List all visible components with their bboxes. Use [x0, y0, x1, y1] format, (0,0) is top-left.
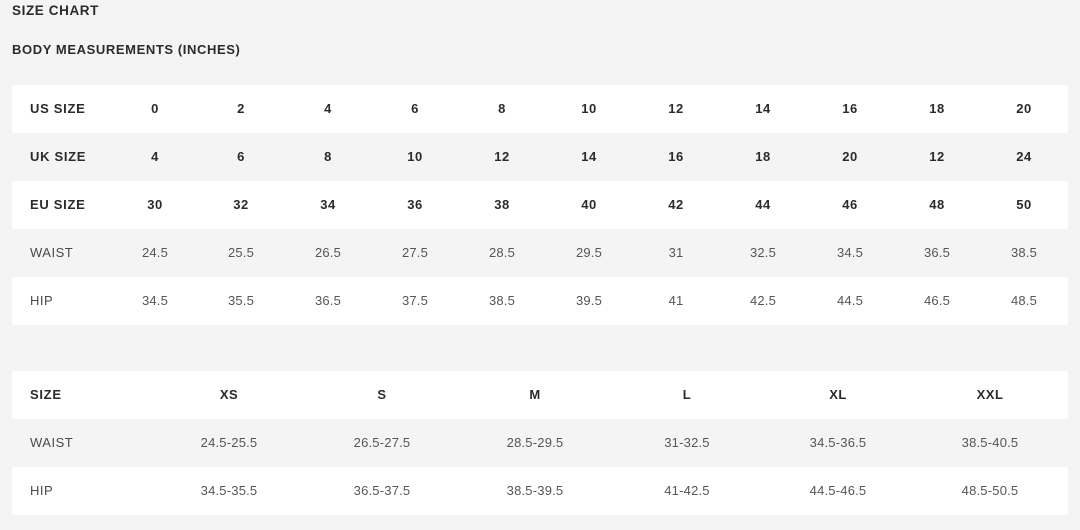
table-cell: 34.5 — [141, 293, 169, 308]
table-row: HIP 34.5-35.5 36.5-37.5 38.5-39.5 41-42.5 44.… — [12, 467, 1068, 515]
table-row: HIP 34.5 35.5 36.5 37.5 38.5 39.5 41 42.5 44.5 46.… — [12, 277, 1068, 325]
table-cell: 28.5-29.5 — [506, 435, 564, 450]
table-cell: 34 — [320, 197, 336, 212]
table-cell: 42.5 — [749, 293, 777, 308]
table-cell: 10 — [407, 149, 423, 164]
table-cell: 24.5 — [141, 245, 169, 260]
table-cell: 36 — [407, 197, 423, 212]
table-cell: XS — [219, 387, 239, 402]
table-cell: 44.5 — [836, 293, 864, 308]
table-cell: S — [377, 387, 387, 402]
table-cell: 4 — [151, 149, 159, 164]
table-row: UK SIZE 4 6 8 10 12 14 16 18 20 12 24 — [12, 133, 1068, 181]
table-cell: XXL — [976, 387, 1004, 402]
row-label: US SIZE — [30, 101, 86, 116]
table-body-measurements: US SIZE 0 2 4 6 8 10 12 14 16 18 20 UK SIZE 4 6 8 10 12 14… — [12, 85, 1068, 325]
table-cell: 36.5 — [923, 245, 951, 260]
table-cell: 16 — [842, 101, 858, 116]
table-cell: 12 — [668, 101, 684, 116]
row-label: EU SIZE — [30, 197, 86, 212]
table-cell: 30 — [147, 197, 163, 212]
table-cell: 8 — [498, 101, 506, 116]
table-cell: 38.5-40.5 — [961, 435, 1019, 450]
table-cell: 4 — [324, 101, 332, 116]
table-cell: 31-32.5 — [664, 435, 710, 450]
table-cell: 36.5-37.5 — [353, 483, 411, 498]
table-cell: 38.5 — [1010, 245, 1038, 260]
table-cell: 8 — [324, 149, 332, 164]
row-label: HIP — [30, 293, 54, 308]
table-cell: 36.5 — [314, 293, 342, 308]
table-cell: 6 — [411, 101, 419, 116]
table-row: US SIZE 0 2 4 6 8 10 12 14 16 18 20 — [12, 85, 1068, 133]
table-cell: 18 — [755, 149, 771, 164]
table-cell: 37.5 — [401, 293, 429, 308]
table-cell: 24 — [1016, 149, 1032, 164]
table-cell: 40 — [581, 197, 597, 212]
table-cell: 44.5-46.5 — [809, 483, 867, 498]
table-cell: L — [682, 387, 692, 402]
table-cell: 34.5-36.5 — [809, 435, 867, 450]
table-cell: 10 — [581, 101, 597, 116]
table-row: WAIST 24.5 25.5 26.5 27.5 28.5 29.5 31 32.5 34.5 3… — [12, 229, 1068, 277]
table-cell: 48.5-50.5 — [961, 483, 1019, 498]
row-label: WAIST — [30, 245, 74, 260]
page-title: SIZE CHART — [12, 3, 99, 18]
row-label: UK SIZE — [30, 149, 87, 164]
table-cell: 48.5 — [1010, 293, 1038, 308]
table-row: SIZE XS S M L XL XXL — [12, 371, 1068, 419]
table-cell: 46.5 — [923, 293, 951, 308]
table-cell: 44 — [755, 197, 771, 212]
table-cell: 26.5-27.5 — [353, 435, 411, 450]
table-cell: 14 — [581, 149, 597, 164]
table-cell: 35.5 — [227, 293, 255, 308]
table-cell: 25.5 — [227, 245, 255, 260]
table-row: WAIST 24.5-25.5 26.5-27.5 28.5-29.5 31-32.5 3… — [12, 419, 1068, 467]
table-cell: 20 — [842, 149, 858, 164]
table-letter-sizes: SIZE XS S M L XL XXL WAIST 24.5-25.5 26.5-27.5 28.… — [12, 371, 1068, 515]
table-cell: 16 — [668, 149, 684, 164]
table-cell: 28.5 — [488, 245, 516, 260]
table-cell: 32.5 — [749, 245, 777, 260]
row-label: WAIST — [30, 435, 74, 450]
table-cell: 20 — [1016, 101, 1032, 116]
table-cell: 29.5 — [575, 245, 603, 260]
table-cell: 2 — [237, 101, 245, 116]
table-cell: 46 — [842, 197, 858, 212]
table-cell: 38 — [494, 197, 510, 212]
table-cell: 34.5-35.5 — [200, 483, 258, 498]
table-cell: 50 — [1016, 197, 1032, 212]
table-cell: 12 — [929, 149, 945, 164]
table-row: EU SIZE 30 32 34 36 38 40 42 44 46 48 50 — [12, 181, 1068, 229]
table-cell: 38.5-39.5 — [506, 483, 564, 498]
table-cell: 48 — [929, 197, 945, 212]
table-cell: 14 — [755, 101, 771, 116]
row-label: SIZE — [30, 387, 62, 402]
table-cell: 42 — [668, 197, 684, 212]
table-cell: 24.5-25.5 — [200, 435, 258, 450]
table-cell: M — [529, 387, 541, 402]
table-cell: 27.5 — [401, 245, 429, 260]
table-cell: 31 — [668, 245, 684, 260]
table-cell: 26.5 — [314, 245, 342, 260]
table-cell: 32 — [233, 197, 249, 212]
table-cell: 39.5 — [575, 293, 603, 308]
table-cell: 12 — [494, 149, 510, 164]
table-cell: 6 — [237, 149, 245, 164]
row-label: HIP — [30, 483, 54, 498]
section-title-body-measurements: BODY MEASUREMENTS (INCHES) — [12, 42, 241, 57]
table-cell: 0 — [151, 101, 159, 116]
table-cell: 18 — [929, 101, 945, 116]
table-cell: 34.5 — [836, 245, 864, 260]
table-cell: 41-42.5 — [664, 483, 710, 498]
table-cell: 41 — [668, 293, 684, 308]
table-cell: XL — [829, 387, 847, 402]
table-cell: 38.5 — [488, 293, 516, 308]
